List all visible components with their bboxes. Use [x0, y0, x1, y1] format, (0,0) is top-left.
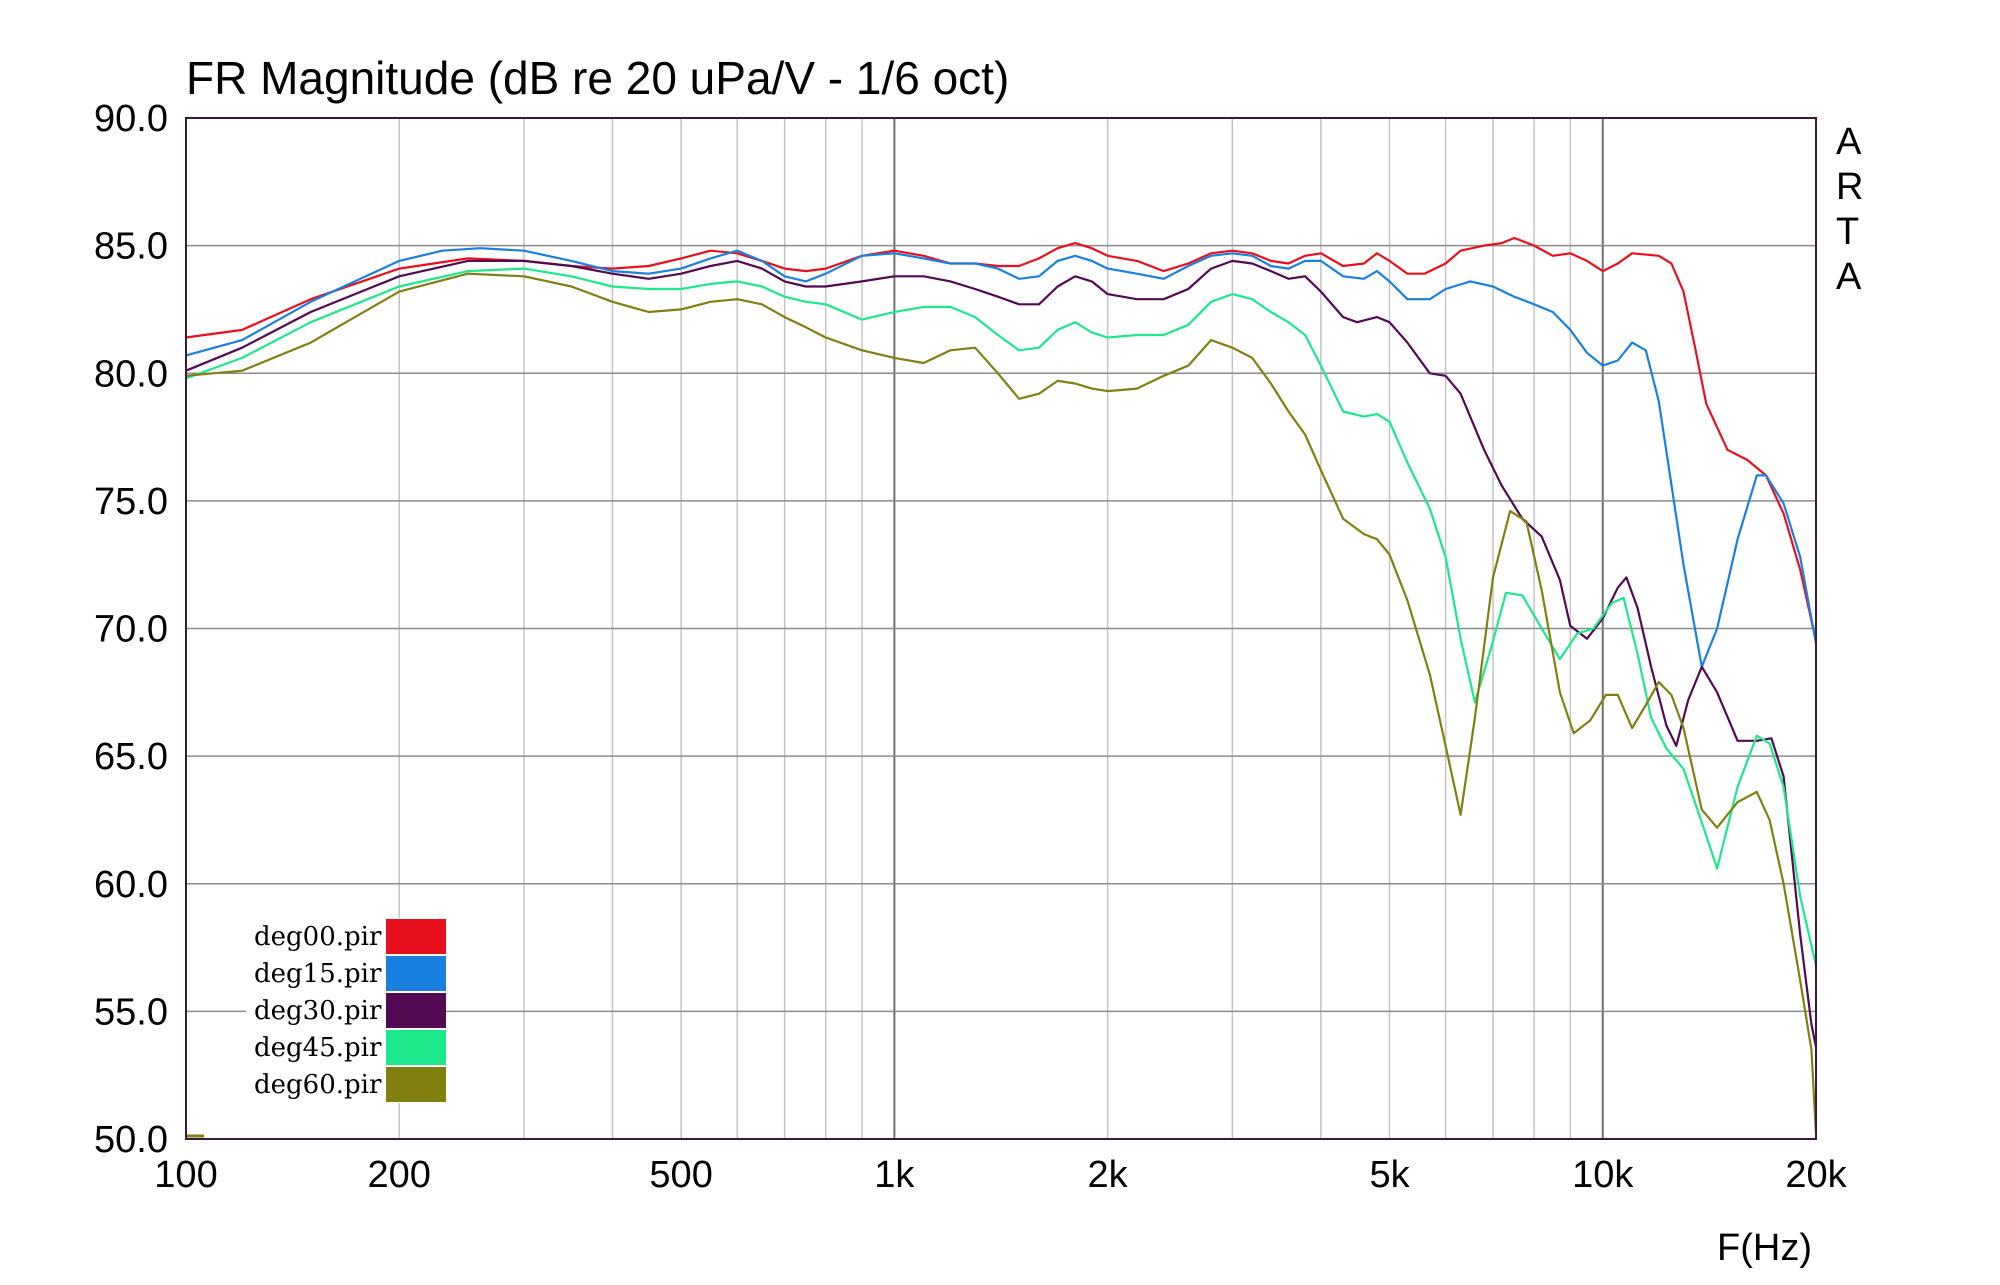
series-line-deg45-pir — [184, 267, 1818, 967]
y-tick-label: 70.0 — [94, 609, 168, 651]
legend: deg00.pir deg15.pir deg30.pir deg45.pir deg6… — [246, 918, 446, 1103]
legend-label: deg60.pir — [254, 1070, 382, 1100]
x-tick-label: 200 — [368, 1154, 431, 1196]
y-tick-label: 65.0 — [94, 736, 168, 778]
series-lines — [184, 236, 1818, 1138]
y-tick-label: 60.0 — [94, 864, 168, 906]
plot-frame — [185, 117, 1817, 1140]
y-tick-label: 55.0 — [94, 991, 168, 1033]
legend-swatch — [386, 1067, 446, 1102]
legend-label: deg15.pir — [254, 959, 382, 989]
y-tick-label: 80.0 — [94, 353, 168, 395]
y-tick-label: 90.0 — [94, 98, 168, 140]
y-tick-label: 85.0 — [94, 226, 168, 268]
x-tick-label: 5k — [1369, 1154, 1410, 1196]
y-tick-label: 50.0 — [94, 1119, 168, 1161]
legend-label: deg00.pir — [254, 922, 382, 952]
x-tick-label: 10k — [1572, 1154, 1634, 1196]
side-label-letter: T — [1836, 211, 1859, 253]
chart-title: FR Magnitude (dB re 20 uPa/V - 1/6 oct) — [186, 52, 1009, 104]
legend-swatch — [386, 993, 446, 1028]
y-axis-ticks: 90.0 85.0 80.0 75.0 70.0 65.0 60.0 55.0 50.0 — [94, 98, 168, 1161]
side-label-letter: A — [1836, 256, 1862, 298]
side-label-letter: A — [1836, 121, 1862, 163]
legend-swatch — [386, 919, 446, 954]
series-line-deg00-pir — [184, 236, 1818, 643]
x-tick-label: 20k — [1785, 1154, 1847, 1196]
legend-swatch — [386, 956, 446, 991]
series-line-deg30-pir — [184, 259, 1818, 1049]
side-label-letter: R — [1836, 166, 1863, 208]
x-tick-label: 100 — [154, 1154, 217, 1196]
legend-label: deg30.pir — [254, 996, 382, 1026]
y-tick-label: 75.0 — [94, 481, 168, 523]
x-tick-label: 1k — [874, 1154, 915, 1196]
x-axis-ticks: 100 200 500 1k 2k 5k 10k 20k — [154, 1154, 1847, 1196]
legend-label: deg45.pir — [254, 1033, 382, 1063]
x-axis-label: F(Hz) — [1717, 1227, 1812, 1269]
x-tick-label: 2k — [1088, 1154, 1129, 1196]
series-line-deg60-pir — [184, 272, 1818, 1135]
series-line-deg15-pir — [184, 247, 1818, 668]
legend-swatch — [386, 1030, 446, 1065]
x-tick-label: 500 — [649, 1154, 712, 1196]
